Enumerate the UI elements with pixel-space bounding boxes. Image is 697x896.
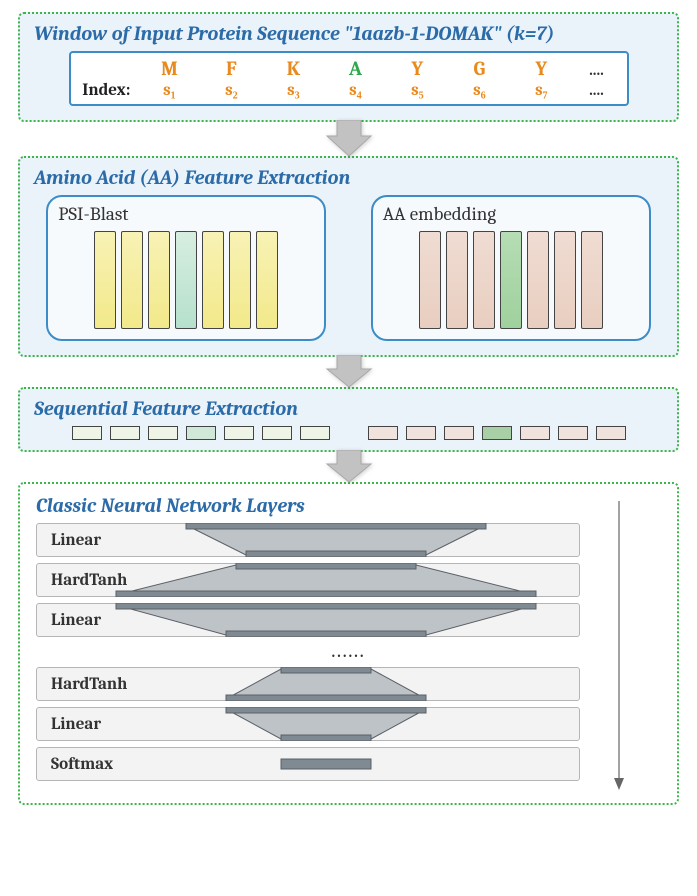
seq-bar <box>72 426 102 440</box>
nn-layer-label: Softmax <box>36 747 580 781</box>
nn-layer: Linear <box>36 603 661 637</box>
sequential-title: Sequential Feature Extraction <box>34 397 663 420</box>
feature-bar <box>256 231 278 329</box>
feature-bar <box>500 231 522 329</box>
feature-bar <box>121 231 143 329</box>
feature-bar <box>554 231 576 329</box>
seq-bar <box>300 426 330 440</box>
feature-box-label: PSI-Blast <box>58 203 314 225</box>
seq-bar <box>444 426 474 440</box>
aa-cell: Y <box>386 57 448 80</box>
index-cell: s₇ <box>510 80 572 100</box>
seq-bar <box>110 426 140 440</box>
seq-bar <box>406 426 436 440</box>
layer-ellipsis: ...... <box>36 643 661 661</box>
nn-layer-label: Linear <box>36 707 580 741</box>
input-window-panel: Window of Input Protein Sequence "1aazb-… <box>18 12 679 122</box>
index-label: Index: <box>77 81 139 100</box>
aa-cell: G <box>448 57 510 80</box>
seq-bar <box>224 426 254 440</box>
nn-layer: Softmax <box>36 747 661 781</box>
aa-feature-panel: Amino Acid (AA) Feature Extraction PSI-B… <box>18 156 679 357</box>
feature-bar <box>581 231 603 329</box>
nn-layer: Linear <box>36 523 661 557</box>
nn-layer: Linear <box>36 707 661 741</box>
feature-bar <box>446 231 468 329</box>
nn-layers-panel: Classic Neural Network Layers Linear Hard… <box>18 482 679 805</box>
nn-layer-label: HardTanh <box>36 667 580 701</box>
arrow-1 <box>18 120 679 158</box>
aa-feature-title: Amino Acid (AA) Feature Extraction <box>34 166 663 189</box>
aa-cell: M <box>138 57 200 80</box>
idx-dots: .... <box>572 81 620 99</box>
index-cell: s₃ <box>262 80 324 100</box>
seq-bar <box>520 426 550 440</box>
seq-bar <box>262 426 292 440</box>
index-cell: s₂ <box>200 80 262 100</box>
input-window-title: Window of Input Protein Sequence "1aazb-… <box>34 22 663 45</box>
aa-cell: F <box>200 57 262 80</box>
arrow-3 <box>18 450 679 484</box>
nn-layer: HardTanh <box>36 667 661 701</box>
nn-layers-title: Classic Neural Network Layers <box>36 494 661 517</box>
aa-dots: .... <box>572 61 620 79</box>
index-cell: s₁ <box>138 80 200 100</box>
aa-cell: K <box>262 57 324 80</box>
seq-bar <box>148 426 178 440</box>
flow-arrow <box>609 496 629 796</box>
aa-cell: A <box>324 57 386 80</box>
seq-bar <box>186 426 216 440</box>
seq-bar <box>482 426 512 440</box>
index-cell: s₄ <box>324 80 386 100</box>
nn-layer-label: Linear <box>36 603 580 637</box>
index-cell: s₅ <box>386 80 448 100</box>
feature-bar <box>202 231 224 329</box>
seq-bar <box>368 426 398 440</box>
sequential-panel: Sequential Feature Extraction <box>18 387 679 452</box>
feature-box-label: AA embedding <box>383 203 639 225</box>
seq-bar <box>558 426 588 440</box>
nn-layer: HardTanh <box>36 563 661 597</box>
nn-layer-label: HardTanh <box>36 563 580 597</box>
index-cell: s₆ <box>448 80 510 100</box>
feature-bar <box>473 231 495 329</box>
arrow-2 <box>18 355 679 389</box>
aa-cell: Y <box>510 57 572 80</box>
nn-layer-label: Linear <box>36 523 580 557</box>
feature-bar <box>94 231 116 329</box>
feature-box: PSI-Blast <box>46 195 326 341</box>
feature-box: AA embedding <box>371 195 651 341</box>
sequence-box: MFKAYGY .... Index: s₁s₂s₃s₄s₅s₆s₇ .... <box>69 51 629 106</box>
feature-bar <box>148 231 170 329</box>
feature-bar <box>527 231 549 329</box>
feature-bar <box>175 231 197 329</box>
feature-bar <box>229 231 251 329</box>
seq-bar <box>596 426 626 440</box>
feature-bar <box>419 231 441 329</box>
